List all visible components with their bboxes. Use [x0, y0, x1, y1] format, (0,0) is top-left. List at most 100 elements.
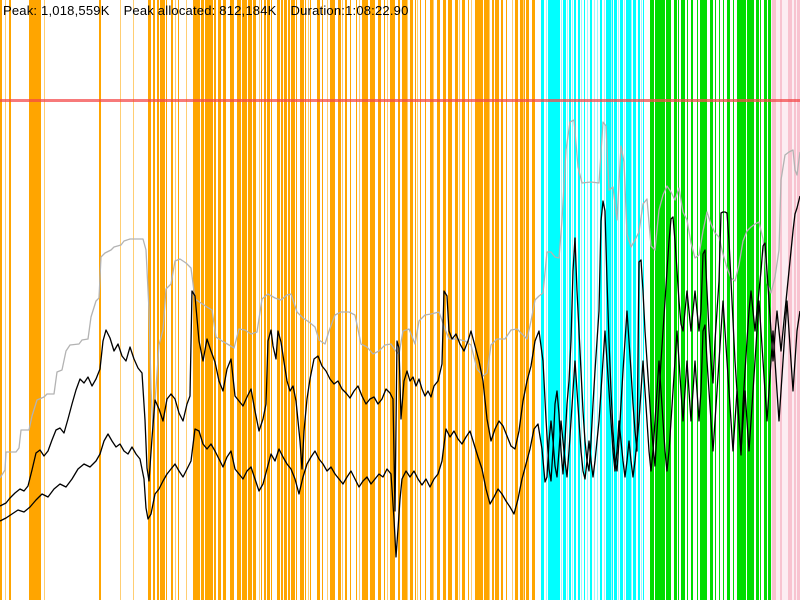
event-stripe — [148, 0, 151, 600]
event-stripe — [5, 0, 6, 600]
event-stripe — [322, 0, 323, 600]
event-stripe — [288, 0, 290, 600]
event-stripe — [715, 0, 716, 600]
event-stripe — [604, 0, 605, 600]
event-stripe — [548, 0, 560, 600]
event-stripe — [655, 0, 665, 600]
event-stripe — [350, 0, 351, 600]
event-stripe — [475, 0, 483, 600]
event-stripe — [430, 0, 434, 600]
event-stripe — [160, 0, 165, 600]
event-stripe — [407, 0, 408, 600]
event-stripe — [338, 0, 341, 600]
event-stripe — [710, 0, 713, 600]
event-stripe — [624, 0, 625, 600]
event-stripe — [471, 0, 472, 600]
event-stripe — [402, 0, 407, 600]
event-stripe — [727, 0, 730, 600]
peak-stat: Peak: 1,018,559K — [3, 3, 110, 18]
event-stripe — [29, 0, 41, 600]
event-stripe — [253, 0, 256, 600]
event-stripe — [120, 0, 121, 600]
gray-peak-line — [0, 119, 800, 479]
event-stripe — [284, 0, 287, 600]
event-stripe — [666, 0, 671, 600]
event-stripe — [378, 0, 381, 600]
event-stripe — [574, 0, 576, 600]
event-stripe — [626, 0, 632, 600]
event-stripe — [584, 0, 585, 600]
event-stripe — [384, 0, 385, 600]
event-stripe — [462, 0, 465, 600]
event-stripe — [512, 0, 513, 600]
event-stripe — [356, 0, 357, 600]
event-stripe — [764, 0, 767, 600]
event-stripe — [620, 0, 623, 600]
event-stripe — [772, 0, 776, 600]
event-stripe — [310, 0, 311, 600]
event-stripe — [567, 0, 568, 600]
event-stripe — [308, 0, 309, 600]
event-stripe — [489, 0, 490, 600]
event-stripe — [501, 0, 503, 600]
event-stripe — [425, 0, 426, 600]
event-stripe — [611, 0, 612, 600]
event-stripe — [133, 0, 134, 600]
event-stripe — [433, 0, 434, 600]
event-stripe — [633, 0, 636, 600]
event-stripe — [9, 0, 11, 600]
event-stripe — [723, 0, 724, 600]
event-stripe — [797, 0, 800, 600]
event-stripe — [705, 0, 706, 600]
event-stripe — [437, 0, 440, 600]
event-stripe — [590, 0, 592, 600]
event-stripe — [794, 0, 796, 600]
event-stripe — [186, 0, 187, 600]
event-stripe — [317, 0, 320, 600]
event-stripe — [277, 0, 280, 600]
event-stripe — [264, 0, 266, 600]
peak-threshold-line — [0, 99, 800, 102]
event-stripe — [420, 0, 421, 600]
event-stripe — [237, 0, 241, 600]
event-stripe — [223, 0, 226, 600]
event-stripe — [398, 0, 400, 600]
event-stripe — [218, 0, 221, 600]
event-stripe — [546, 0, 547, 600]
event-stripe — [526, 0, 529, 600]
event-stripe — [410, 0, 413, 600]
event-stripe — [674, 0, 677, 600]
peak-allocated-stat: Peak allocated: 812,184K — [123, 3, 277, 18]
event-stripe — [484, 0, 490, 600]
event-stripe — [594, 0, 595, 600]
event-stripe — [618, 0, 619, 600]
event-stripe — [327, 0, 328, 600]
event-stripe — [681, 0, 685, 600]
event-stripe — [569, 0, 571, 600]
event-stripe — [305, 0, 306, 600]
black-lower-line — [0, 300, 800, 558]
event-stripe — [300, 0, 304, 600]
event-stripe — [631, 0, 632, 600]
event-stripe — [614, 0, 617, 600]
event-stripe — [697, 0, 698, 600]
event-stripe — [296, 0, 297, 600]
event-stripe — [370, 0, 375, 600]
event-stripe — [760, 0, 761, 600]
event-stripe — [581, 0, 582, 600]
event-stripe — [600, 0, 602, 600]
event-stripe — [267, 0, 270, 600]
event-stripe — [415, 0, 416, 600]
event-stripe — [578, 0, 580, 600]
event-stripe — [248, 0, 252, 600]
event-stripe — [700, 0, 707, 600]
event-stripe — [330, 0, 335, 600]
event-stripe — [178, 0, 179, 600]
event-stripe — [650, 0, 654, 600]
event-stripe — [523, 0, 524, 600]
event-stripe — [641, 0, 642, 600]
event-stripe — [492, 0, 494, 600]
event-stripe — [417, 0, 418, 600]
event-stripe — [691, 0, 693, 600]
